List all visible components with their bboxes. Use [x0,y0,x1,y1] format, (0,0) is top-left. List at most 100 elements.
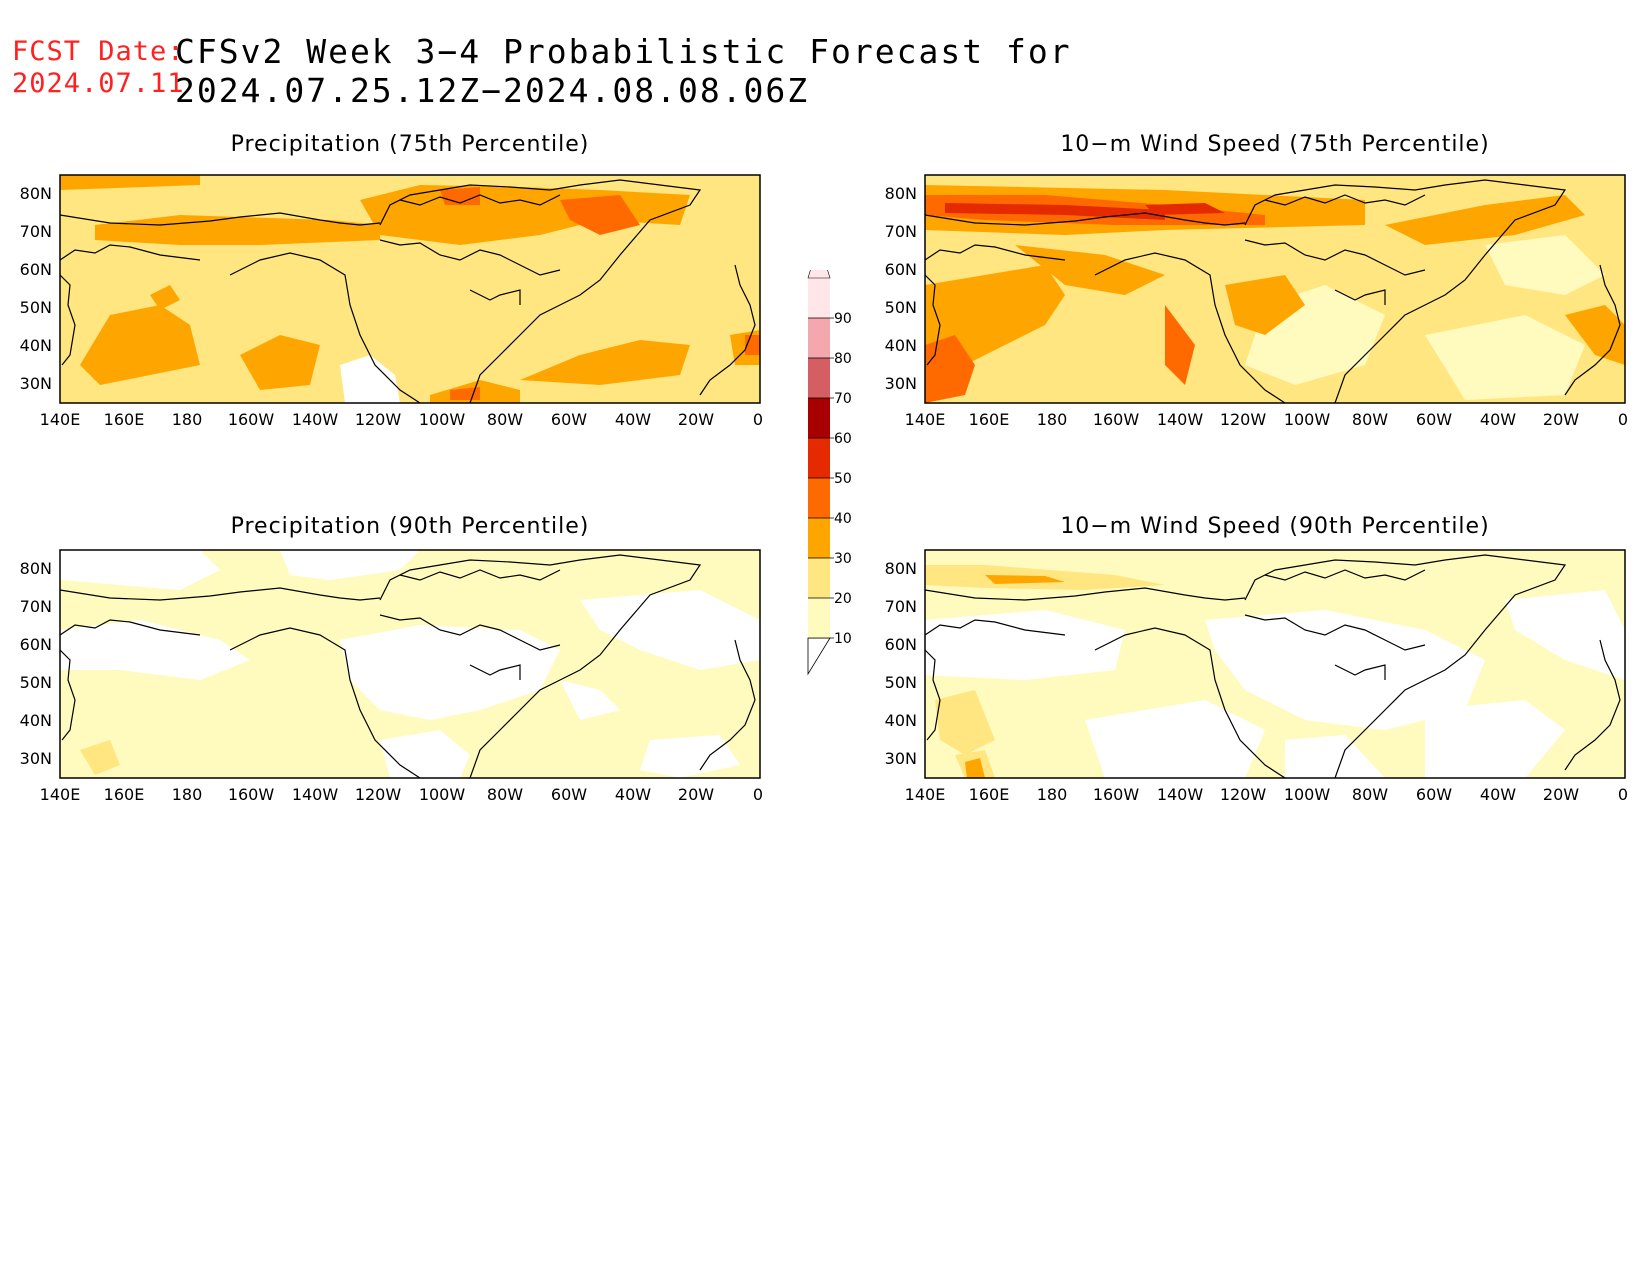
lon-tick: 100W [419,785,466,804]
shading-30 [80,740,120,775]
colorbar-label: 30 [834,551,852,567]
lat-labels: 30N 40N 50N 60N 70N 80N [885,184,917,393]
coastlines [59,179,756,404]
colorbar-label: 20 [834,591,852,607]
shading-40 [965,575,1065,778]
colorbar-swatch [808,318,830,358]
colorbar-swatch [808,598,830,638]
lon-tick: 0 [1618,410,1628,429]
lon-tick: 160W [228,785,275,804]
lon-tick: 120W [355,785,402,804]
colorbar-swatch [808,398,830,438]
lon-tick: 0 [753,410,763,429]
colorbar-swatches [807,270,834,676]
lon-tick: 100W [419,410,466,429]
lon-tick: 120W [1220,785,1267,804]
colorbar: 10 20 30 40 50 60 70 80 90 [807,270,852,676]
lon-tick: 20W [1543,785,1579,804]
shading-white [60,550,760,778]
lon-tick: 80W [487,785,523,804]
lat-tick: 60N [20,260,52,279]
coastlines [924,554,1621,779]
fcst-date-label: FCST Date: [12,36,185,67]
lat-tick: 60N [885,260,917,279]
lon-tick: 140E [40,410,81,429]
lat-tick: 40N [885,336,917,355]
colorbar-label: 50 [834,471,852,487]
colorbar-label: 80 [834,351,852,367]
colorbar-tail-high [807,270,831,279]
colorbar-swatch [808,358,830,398]
lat-tick: 30N [20,749,52,768]
fcst-date-value: 2024.07.11 [12,68,185,99]
lon-tick: 40W [1480,785,1516,804]
lon-labels: 140E 160E 180 160W 140W 120W 100W 80W 60… [905,410,1628,429]
colorbar-swatch [808,518,830,558]
colorbar-swatch [808,558,830,598]
lon-tick: 140E [905,785,946,804]
lat-tick: 30N [20,374,52,393]
shading-60 [945,203,1225,220]
coastlines [59,554,756,779]
panel-title-precip-75: Precipitation (75th Percentile) [230,132,590,157]
colorbar-tail-low [807,637,831,676]
lat-tick: 80N [885,184,917,203]
lon-tick: 140W [292,410,339,429]
colorbar-labels: 10 20 30 40 50 60 70 80 90 [834,311,852,647]
colorbar-swatch [808,438,830,478]
lon-labels: 140E 160E 180 160W 140W 120W 100W 80W 60… [40,410,763,429]
lon-tick: 160E [104,785,145,804]
lon-tick: 140W [1157,785,1204,804]
lon-tick: 160E [104,410,145,429]
lon-tick: 100W [1284,785,1331,804]
colorbar-swatch [808,278,830,318]
colorbar-label: 60 [834,431,852,447]
plot-frame [924,174,1626,404]
lon-tick: 160W [1093,785,1140,804]
coastlines [924,179,1621,404]
lon-tick: 160W [228,410,275,429]
lat-tick: 60N [20,635,52,654]
lon-labels: 140E 160E 180 160W 140W 120W 100W 80W 60… [40,785,763,804]
lat-tick: 70N [885,597,917,616]
lat-tick: 40N [20,336,52,355]
lon-tick: 180 [1037,410,1068,429]
lon-tick: 180 [172,785,203,804]
shading-white [925,590,1625,778]
lon-tick: 180 [1037,785,1068,804]
lon-tick: 160E [969,785,1010,804]
map-wind-75: 30N 40N 50N 60N 70N 80N 140E 160E 180 16… [885,174,1628,429]
panel-title-wind-75: 10−m Wind Speed (75th Percentile) [1060,132,1490,157]
lat-tick: 70N [20,222,52,241]
lon-tick: 0 [1618,785,1628,804]
map-wind-90: 30N 40N 50N 60N 70N 80N 140E 160E 180 16… [885,549,1628,804]
lon-tick: 140E [905,410,946,429]
colorbar-label: 40 [834,511,852,527]
plot-frame [924,549,1626,779]
lat-tick: 50N [885,298,917,317]
lat-tick: 80N [20,184,52,203]
lon-tick: 0 [753,785,763,804]
plot-frame [59,174,761,404]
lat-tick: 50N [885,673,917,692]
map-precip-75: 30N 40N 50N 60N 70N 80N 140E 160E 180 16… [20,174,763,429]
colorbar-swatch [808,478,830,518]
lon-tick: 60W [1416,785,1452,804]
panel-title-wind-90: 10−m Wind Speed (90th Percentile) [1060,514,1490,539]
colorbar-label: 70 [834,391,852,407]
lon-tick: 140E [40,785,81,804]
lat-tick: 80N [20,559,52,578]
lon-tick: 20W [1543,410,1579,429]
lat-labels: 30N 40N 50N 60N 70N 80N [20,184,52,393]
lat-tick: 50N [20,673,52,692]
lon-tick: 60W [551,785,587,804]
lon-tick: 160W [1093,410,1140,429]
lat-tick: 70N [885,222,917,241]
plot-frame [59,549,761,779]
lat-tick: 70N [20,597,52,616]
lon-labels: 140E 160E 180 160W 140W 120W 100W 80W 60… [905,785,1628,804]
lon-tick: 40W [1480,410,1516,429]
lat-tick: 60N [885,635,917,654]
panel-title-precip-90: Precipitation (90th Percentile) [230,514,590,539]
lon-tick: 80W [1352,785,1388,804]
